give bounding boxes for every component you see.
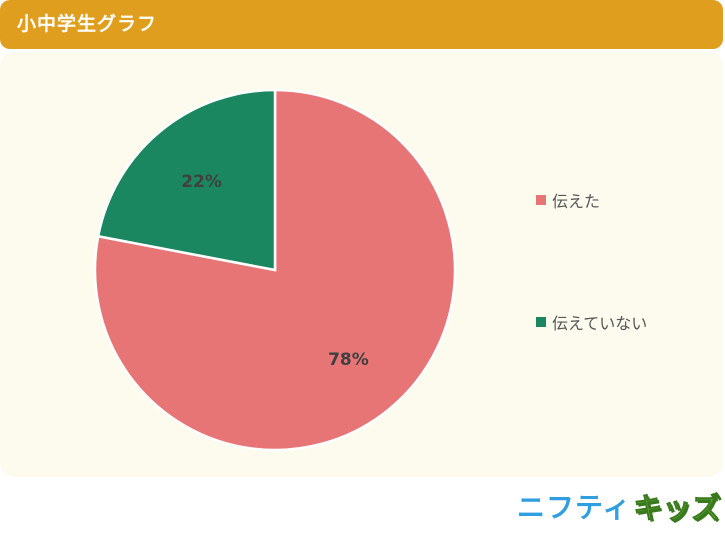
pie-slice [96, 88, 277, 272]
legend-item: 伝えた [536, 190, 601, 211]
logo-text-kids: キッズ [633, 491, 721, 525]
pie-slice [93, 88, 457, 452]
pie-slice-label: 22% [181, 172, 222, 192]
chart-title: 小中学生グラフ [17, 13, 158, 35]
legend-item: 伝えていない [536, 312, 648, 333]
chart-header: 小中学生グラフ [0, 0, 723, 49]
legend: 伝えた [536, 190, 601, 211]
logo-text-nifty: ニフティ [517, 491, 632, 524]
legend: 伝えていない [536, 312, 648, 333]
legend-label: 伝えた [552, 192, 601, 211]
nifty-kids-logo[interactable]: ニフティ キッズ [517, 487, 721, 525]
legend-label: 伝えていない [552, 314, 648, 333]
pie-slice-label: 78% [328, 350, 369, 370]
legend-swatch [536, 195, 546, 205]
legend-swatch [536, 317, 546, 327]
